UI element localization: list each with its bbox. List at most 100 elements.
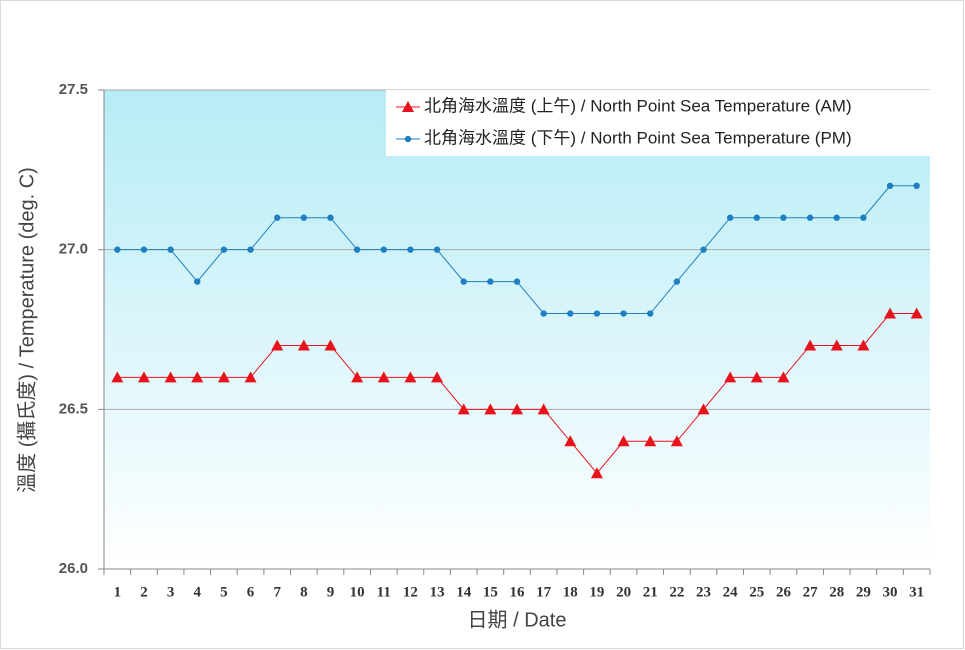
x-tick-label: 3 (167, 584, 175, 600)
x-tick-label: 28 (829, 584, 844, 600)
legend-marker (402, 101, 414, 112)
y-axis-title: 溫度 (攝氏度) / Temperature (deg. C) (15, 167, 38, 493)
marker (537, 403, 550, 415)
x-tick-label: 31 (909, 584, 924, 600)
x-tick-label: 4 (194, 584, 202, 600)
marker (247, 246, 254, 253)
marker (297, 339, 310, 351)
marker (593, 310, 601, 317)
x-tick-label: 21 (643, 584, 658, 600)
marker (433, 246, 441, 253)
marker (513, 278, 521, 285)
legend-marker (404, 135, 412, 143)
marker (194, 278, 201, 285)
x-tick-label: 20 (616, 584, 631, 600)
marker (884, 307, 897, 319)
x-tick-label: 26 (776, 584, 792, 600)
marker (833, 214, 840, 221)
marker (617, 435, 630, 447)
marker (327, 214, 334, 221)
x-tick-label: 27 (803, 584, 819, 600)
marker (380, 246, 387, 253)
x-axis-title: 日期 / Date (468, 609, 567, 631)
y-tick-label: 26.5 (59, 400, 88, 417)
marker (460, 278, 467, 285)
marker (377, 371, 390, 383)
marker (697, 403, 710, 415)
marker (487, 278, 494, 285)
marker (647, 310, 654, 317)
marker (271, 339, 284, 351)
x-tick-label: 15 (483, 584, 498, 600)
marker (140, 246, 148, 253)
x-tick-label: 17 (536, 584, 552, 600)
marker (484, 403, 497, 415)
legend-label: 北角海水溫度 (上午) / North Point Sea Temperatur… (424, 96, 852, 115)
x-tick-label: 12 (403, 584, 418, 600)
plot-area (104, 90, 930, 569)
x-tick-label: 23 (696, 584, 711, 600)
marker (886, 182, 894, 189)
legend-label: 北角海水溫度 (下午) / North Point Sea Temperatur… (424, 128, 852, 147)
x-tick-label: 5 (220, 584, 228, 600)
marker (111, 371, 124, 383)
marker (324, 339, 337, 351)
plot: 26.026.527.027.51 2 3 4 5 6 7 8 9 10 11 12 13 14 15 16 1… (59, 81, 931, 600)
marker (726, 214, 734, 221)
marker (724, 371, 737, 383)
marker (700, 246, 707, 253)
marker (220, 246, 228, 253)
marker (404, 371, 417, 383)
marker (540, 310, 547, 317)
x-tick-label: 18 (563, 584, 578, 600)
marker (806, 214, 814, 221)
marker (564, 435, 577, 447)
marker (457, 403, 470, 415)
marker (407, 246, 414, 253)
x-tick-label: 10 (350, 584, 365, 600)
y-tick-label: 26.0 (59, 560, 88, 577)
marker (753, 214, 761, 221)
marker (860, 214, 867, 221)
marker (830, 339, 843, 351)
marker (910, 307, 923, 319)
y-tick-label: 27.5 (59, 81, 88, 98)
marker (511, 403, 523, 415)
marker (780, 214, 787, 221)
y-tick-label: 27.0 (59, 241, 88, 258)
x-tick-label: 7 (273, 584, 281, 600)
x-tick-label: 19 (589, 584, 604, 600)
x-tick-label: 2 (140, 584, 148, 600)
marker (164, 371, 177, 383)
marker (673, 278, 681, 285)
x-tick-label: 22 (669, 584, 684, 600)
x-tick-label: 6 (247, 584, 255, 600)
marker (431, 371, 444, 383)
marker (644, 435, 657, 447)
x-tick-label: 29 (856, 584, 871, 600)
x-tick-label: 8 (300, 584, 308, 600)
x-tick-label: 13 (430, 584, 445, 600)
marker (351, 371, 364, 383)
x-tick-label: 24 (723, 584, 739, 600)
x-tick-label: 25 (749, 584, 764, 600)
marker (191, 371, 204, 383)
x-tick-label: 14 (456, 584, 472, 600)
marker (217, 371, 230, 383)
x-tick-label: 11 (377, 584, 391, 600)
marker (913, 182, 920, 189)
x-tick-label: 30 (883, 584, 898, 600)
marker (804, 339, 817, 351)
marker (273, 214, 281, 221)
marker (353, 246, 361, 253)
x-tick-label: 1 (114, 584, 122, 600)
marker (620, 310, 627, 317)
x-tick-label: 9 (327, 584, 335, 600)
marker (750, 371, 763, 383)
marker (300, 214, 308, 221)
marker (567, 310, 574, 317)
marker (670, 435, 683, 447)
marker (777, 371, 790, 383)
marker (857, 339, 870, 351)
